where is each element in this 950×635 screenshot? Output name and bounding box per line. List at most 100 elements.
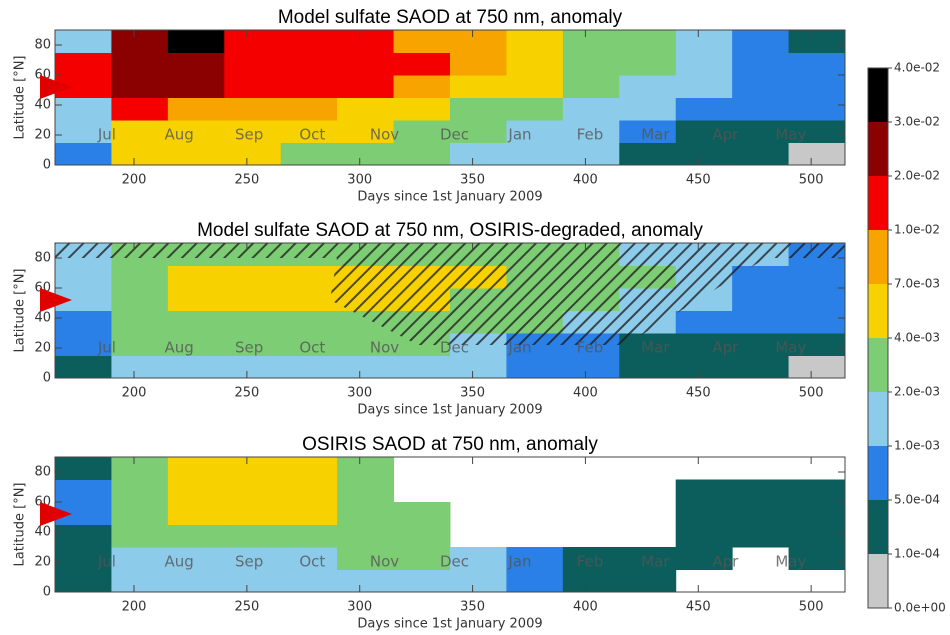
eruption-marker xyxy=(40,288,72,312)
cell xyxy=(562,52,620,76)
cell xyxy=(111,524,169,548)
cell xyxy=(111,310,169,334)
cell xyxy=(111,355,169,379)
month-label: Nov xyxy=(370,553,399,571)
cell xyxy=(280,355,338,379)
colorbar-segment xyxy=(868,392,888,446)
colorbar-label: 1.0e-03 xyxy=(894,439,940,453)
x-tick-label: 250 xyxy=(234,386,259,401)
cell xyxy=(337,75,395,98)
plot-frame xyxy=(54,29,846,166)
cell xyxy=(111,569,169,593)
cell xyxy=(337,479,395,503)
cell xyxy=(337,30,395,53)
cell xyxy=(619,569,677,593)
cell xyxy=(224,547,282,570)
colorbar-label: 3.0e-02 xyxy=(894,115,940,129)
cell xyxy=(55,310,112,334)
cell xyxy=(619,75,677,98)
cell xyxy=(55,142,112,166)
cell xyxy=(788,30,846,53)
cell xyxy=(732,524,790,548)
cell xyxy=(55,120,112,143)
cell xyxy=(337,569,395,593)
cell xyxy=(224,288,282,311)
y-tick-label: 0 xyxy=(43,585,51,600)
cell xyxy=(393,547,451,570)
cell xyxy=(732,502,790,525)
cell xyxy=(55,355,112,379)
cell xyxy=(619,547,677,570)
month-label: Dec xyxy=(440,339,469,357)
cell xyxy=(788,97,846,121)
eruption-marker xyxy=(40,75,72,99)
cell xyxy=(167,142,225,166)
cell xyxy=(224,265,282,289)
x-axis-label: Days since 1st January 2009 xyxy=(357,403,542,418)
month-label: Nov xyxy=(370,339,399,357)
cell xyxy=(167,265,225,289)
panel-title: Model sulfate SAOD at 750 nm, anomaly xyxy=(278,7,623,28)
cell xyxy=(506,97,564,121)
cell xyxy=(732,355,790,379)
month-label: Jan xyxy=(507,126,531,144)
cell xyxy=(450,547,507,570)
cell xyxy=(675,120,733,143)
panel-title: Model sulfate SAOD at 750 nm, OSIRIS-deg… xyxy=(197,220,703,241)
x-tick-label: 500 xyxy=(799,173,824,188)
y-tick-label: 0 xyxy=(43,158,51,173)
cell xyxy=(450,355,507,379)
cell xyxy=(224,142,282,166)
cell xyxy=(337,333,395,356)
x-tick-label: 300 xyxy=(347,600,372,615)
cell xyxy=(55,502,112,525)
cell xyxy=(506,75,564,98)
month-label: Apr xyxy=(712,553,739,571)
colorbar-label: 0.0e+00 xyxy=(894,601,946,615)
cell xyxy=(732,142,790,166)
cell xyxy=(450,120,507,143)
cell xyxy=(788,310,846,334)
month-label: Jul xyxy=(97,339,116,357)
month-label: Sep xyxy=(235,339,263,357)
colorbar-segment xyxy=(868,176,888,230)
month-label: May xyxy=(775,553,806,571)
cell xyxy=(393,52,451,76)
cell xyxy=(732,265,790,289)
cell xyxy=(167,120,225,143)
cell xyxy=(675,333,733,356)
cell xyxy=(788,265,846,289)
cell xyxy=(732,75,790,98)
cell xyxy=(788,333,846,356)
cell xyxy=(732,479,790,503)
cell xyxy=(337,97,395,121)
cell xyxy=(224,524,282,548)
cell xyxy=(450,75,507,98)
month-label: May xyxy=(775,126,806,144)
cell xyxy=(337,52,395,76)
colorbar-label: 7.0e-03 xyxy=(894,277,940,291)
colorbar-segment xyxy=(868,338,888,392)
month-label: Sep xyxy=(235,553,263,571)
colorbar-segment xyxy=(868,554,888,608)
cell xyxy=(732,97,790,121)
plot-frame xyxy=(54,242,846,379)
cell xyxy=(675,97,733,121)
cell xyxy=(450,52,507,76)
cell xyxy=(224,479,282,503)
colorbar-segment xyxy=(868,500,888,554)
cell xyxy=(280,142,338,166)
cell xyxy=(55,457,112,480)
cell xyxy=(732,30,790,53)
colorbar-label: 4.0e-03 xyxy=(894,331,940,345)
cell xyxy=(55,569,112,593)
cell xyxy=(224,502,282,525)
cell xyxy=(732,288,790,311)
cell xyxy=(55,265,112,289)
axes-layer: Model sulfate SAOD at 750 nm, anomaly Jul… xyxy=(13,7,946,631)
month-label: Jan xyxy=(507,339,531,357)
cell xyxy=(788,142,846,166)
cell xyxy=(788,502,846,525)
cell xyxy=(788,355,846,379)
cell xyxy=(167,502,225,525)
